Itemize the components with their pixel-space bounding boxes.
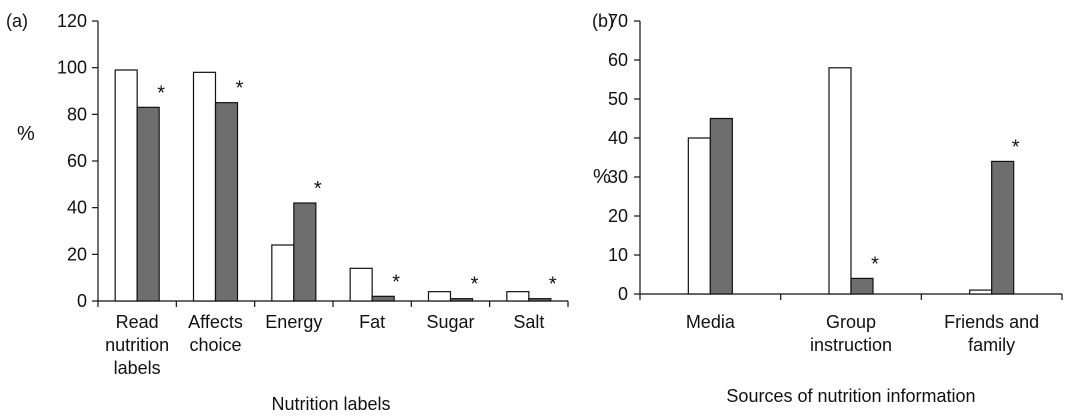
x-category-label: Friends and	[944, 312, 1039, 332]
y-tick-label: 20	[67, 244, 87, 264]
x-category-label: labels	[114, 358, 161, 378]
significance-asterisk: *	[549, 274, 557, 296]
y-tick-label: 120	[57, 11, 87, 31]
y-tick-label: 10	[608, 245, 628, 265]
bar-grey	[850, 277, 874, 295]
bar-white	[828, 67, 852, 295]
panel-label: (b)	[592, 11, 614, 31]
significance-asterisk: *	[871, 253, 879, 275]
y-tick-label: 80	[67, 104, 87, 124]
y-tick-label: 70	[608, 11, 628, 31]
bar-grey	[214, 102, 239, 302]
significance-asterisk: *	[471, 274, 479, 296]
y-tick-label: 40	[608, 128, 628, 148]
bar-white	[427, 291, 452, 302]
x-category-label: Energy	[265, 312, 322, 332]
y-axis-label: %	[593, 166, 611, 188]
bar-white	[687, 137, 711, 295]
significance-asterisk: *	[314, 178, 322, 200]
y-tick-label: 20	[608, 206, 628, 226]
x-category-label: choice	[189, 335, 241, 355]
bar-white	[506, 291, 530, 302]
y-axis-label: %	[17, 123, 35, 145]
x-category-label: Sugar	[426, 312, 474, 332]
y-tick-label: 100	[57, 58, 87, 78]
y-tick-label: 40	[67, 198, 87, 218]
significance-asterisk: *	[236, 78, 244, 100]
x-category-label: Fat	[359, 312, 385, 332]
x-category-label: Group	[826, 312, 876, 332]
y-tick-label: 30	[608, 167, 628, 187]
significance-asterisk: *	[392, 271, 400, 293]
x-axis-title: Sources of nutrition information	[726, 386, 975, 406]
bar-white	[969, 289, 993, 295]
bar-grey	[528, 298, 552, 302]
x-axis-title: Nutrition labels	[271, 394, 390, 414]
bar-white	[349, 267, 373, 302]
bar-grey	[371, 295, 395, 302]
x-category-label: Media	[686, 312, 736, 332]
chart-panel-b: (b)% 0 10 20 30 40 50 60 70 Media Group instruction…	[592, 11, 1063, 406]
bar-grey	[709, 117, 733, 295]
bar-grey	[991, 160, 1015, 295]
y-tick-label: 50	[608, 89, 628, 109]
y-tick-label: 0	[618, 284, 628, 304]
x-category-label: nutrition	[105, 335, 169, 355]
bar-white	[192, 71, 217, 302]
panel-label: (a)	[6, 11, 28, 31]
x-category-label: family	[968, 335, 1015, 355]
y-tick-label: 60	[67, 151, 87, 171]
significance-asterisk: *	[1012, 136, 1020, 158]
bar-grey	[136, 106, 160, 302]
significance-asterisk: *	[157, 82, 165, 104]
y-tick-label: 0	[77, 291, 87, 311]
x-category-label: instruction	[810, 335, 892, 355]
bar-white	[114, 69, 138, 302]
bar-white	[271, 244, 295, 302]
chart-panel-a: (a)% 0 20 40 60 80 100 120 Read nutrition labels Af…	[6, 11, 569, 414]
bar-grey	[449, 298, 474, 302]
y-tick-label: 60	[608, 50, 628, 70]
x-category-label: Affects	[188, 312, 243, 332]
x-category-label: Salt	[513, 312, 544, 332]
x-category-label: Read	[116, 312, 159, 332]
bar-grey	[293, 202, 317, 302]
